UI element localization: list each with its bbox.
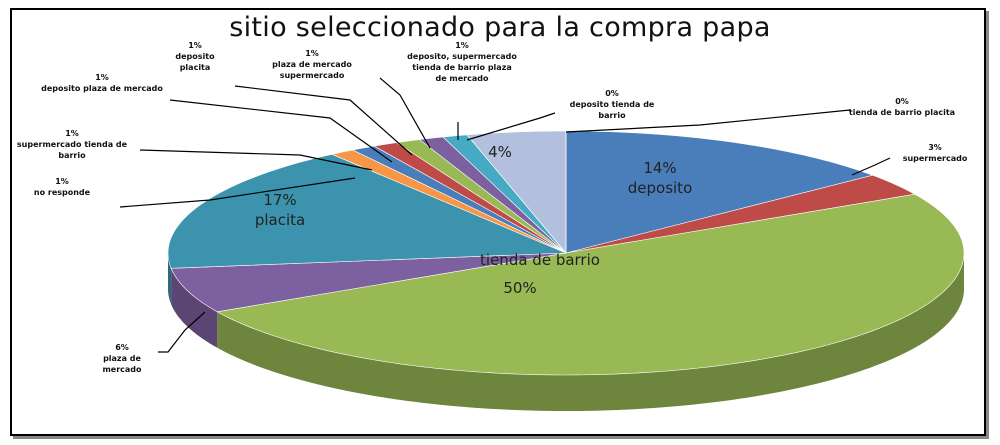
value-label: 50% <box>503 279 537 297</box>
value-label: 3% <box>928 143 942 152</box>
data-label: 1% plaza de mercado supermercado <box>242 48 382 81</box>
value-label: 1% <box>55 177 69 186</box>
category-label: placita <box>254 211 306 229</box>
slice <box>565 130 874 254</box>
slice <box>466 130 567 254</box>
category-label: plaza de mercado supermercado <box>272 60 352 80</box>
value-label: 0% <box>605 89 619 98</box>
category-label: plaza de mercado <box>102 354 142 374</box>
slice <box>170 252 567 313</box>
category-label: supermercado <box>902 154 968 163</box>
data-label: tienda de barrio 50% <box>440 250 640 298</box>
value-label: 1% <box>188 41 202 50</box>
data-label: 1% no responde <box>7 176 117 198</box>
slice <box>167 153 567 269</box>
data-label: 14% deposito <box>600 158 720 198</box>
chart-title: sitio seleccionado para la compra papa <box>229 12 771 43</box>
data-label: 1% deposito plaza de mercado <box>37 72 167 94</box>
value-label: 0% <box>895 97 909 106</box>
data-label: 4% <box>470 142 530 162</box>
chart-frame <box>10 8 986 436</box>
leader-line <box>169 99 393 163</box>
data-label: 0% deposito tienda de barrio <box>557 88 667 121</box>
leader-line <box>565 109 851 133</box>
data-label: 1% deposito, supermercado tienda de barri… <box>407 40 517 84</box>
leader-line <box>379 77 431 149</box>
slice <box>565 174 916 254</box>
leader-line <box>158 311 206 353</box>
data-label: 1% deposito placita <box>160 40 230 73</box>
value-label: 6% <box>115 343 129 352</box>
data-label: 0% tienda de barrio placita <box>847 96 957 118</box>
category-label: deposito <box>627 179 693 197</box>
slice-side <box>171 268 218 348</box>
slice-side <box>168 253 172 305</box>
value-label: 17% <box>263 191 297 209</box>
leader-line <box>234 85 413 156</box>
data-label: 3% supermercado <box>880 142 990 164</box>
leader-line <box>851 157 891 176</box>
value-label: 1% <box>305 49 319 58</box>
value-label: 1% <box>455 41 469 50</box>
data-label: 6% plaza de mercado <box>87 342 157 375</box>
category-label: tienda de barrio <box>480 251 600 269</box>
value-label: 1% <box>65 129 79 138</box>
value-label: 1% <box>95 73 109 82</box>
leader-line <box>119 177 356 208</box>
category-label: deposito tienda de barrio <box>569 100 655 120</box>
category-label: deposito plaza de mercado <box>41 84 163 93</box>
category-label: tienda de barrio placita <box>848 108 956 117</box>
data-label: 17% placita <box>230 190 330 230</box>
leader-line <box>466 112 556 141</box>
slice-side <box>217 253 965 411</box>
slice <box>216 193 965 376</box>
leader-line <box>139 149 373 171</box>
category-label: deposito, supermercado tienda de barrio … <box>407 52 517 83</box>
category-label: no responde <box>33 188 91 197</box>
value-label: 4% <box>488 143 512 161</box>
value-label: 14% <box>643 159 677 177</box>
category-label: deposito placita <box>175 52 215 72</box>
data-label: 1% supermercado tienda de barrio <box>12 128 132 161</box>
category-label: supermercado tienda de barrio <box>16 140 128 160</box>
